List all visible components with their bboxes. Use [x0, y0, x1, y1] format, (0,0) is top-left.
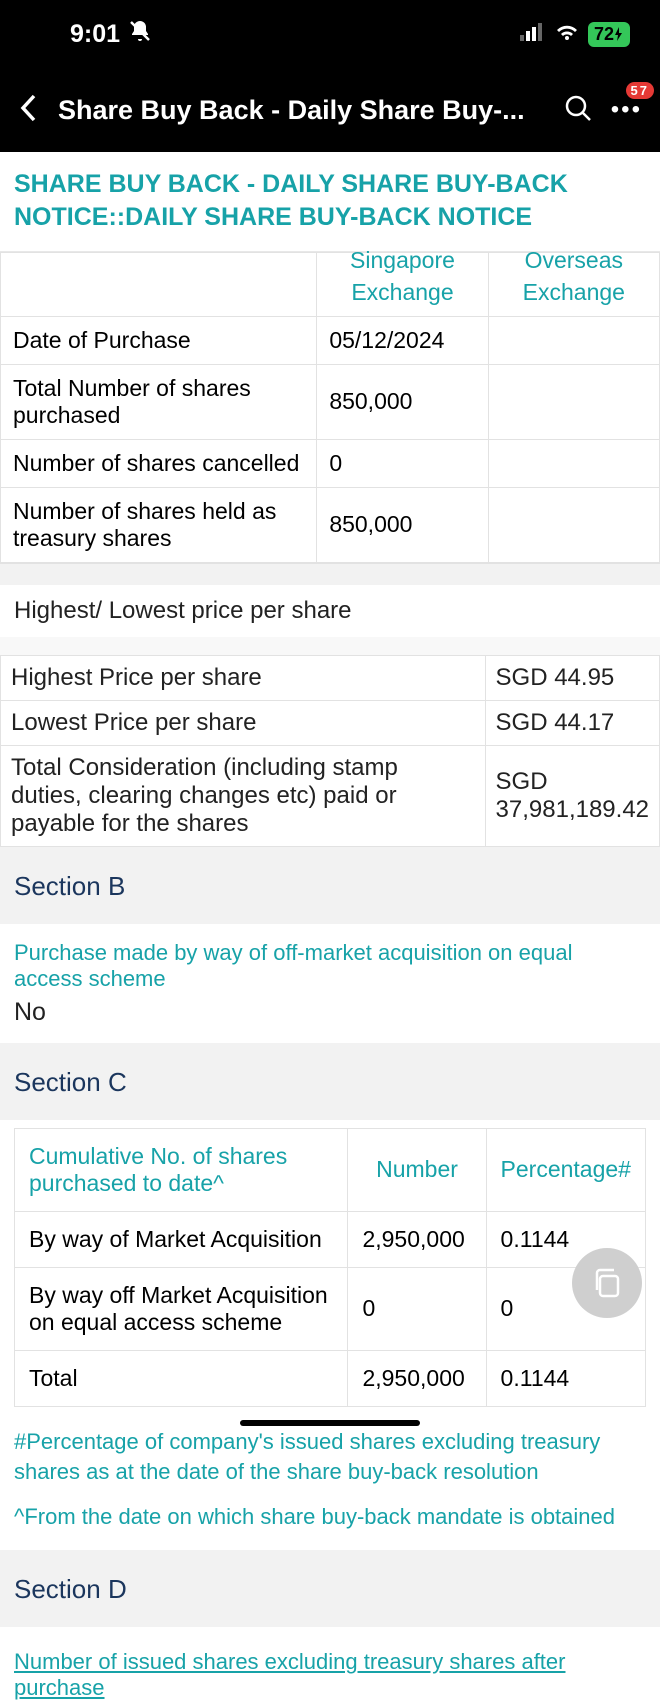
status-bar: 9:01 72	[0, 0, 660, 68]
time-text: 9:01	[70, 20, 120, 49]
table-row: Highest Price per share SGD 44.95	[1, 655, 660, 700]
table-row: By way of Market Acquisition 2,950,000 0…	[15, 1211, 646, 1267]
page-title: SHARE BUY BACK - DAILY SHARE BUY-BACK NO…	[0, 152, 660, 252]
cumulative-header-label: Cumulative No. of shares purchased to da…	[15, 1128, 348, 1211]
section-b-answer: No	[0, 998, 660, 1043]
table-row: Date of Purchase 05/12/2024	[1, 316, 660, 364]
table-row: Number of shares cancelled 0	[1, 439, 660, 487]
cumulative-header-pct: Percentage#	[486, 1128, 645, 1211]
purchase-table: SingaporeExchange OverseasExchange Date …	[0, 252, 660, 563]
table-row: Lowest Price per share SGD 44.17	[1, 700, 660, 745]
table-row: Total 2,950,000 0.1144	[15, 1350, 646, 1406]
nav-title: Share Buy Back - Daily Share Buy-...	[58, 95, 545, 126]
copy-fab[interactable]	[572, 1248, 642, 1318]
battery-indicator: 72	[588, 22, 630, 47]
section-b-title: Section B	[0, 847, 660, 924]
table-row: By way off Market Acquisition on equal a…	[15, 1267, 646, 1350]
price-table: Highest Price per share SGD 44.95 Lowest…	[0, 655, 660, 847]
more-icon[interactable]: ••• 57	[611, 96, 642, 124]
notification-badge: 57	[626, 82, 654, 99]
status-time: 9:01	[70, 19, 152, 50]
table-row: Number of shares held as treasury shares…	[1, 487, 660, 562]
status-right: 72	[520, 22, 630, 47]
section-d-title: Section D	[0, 1550, 660, 1627]
search-icon[interactable]	[563, 93, 593, 128]
section-b-question: Purchase made by way of off-market acqui…	[0, 924, 660, 998]
nav-bar: Share Buy Back - Daily Share Buy-... •••…	[0, 68, 660, 152]
wifi-icon	[554, 22, 580, 47]
table-row: Total Consideration (including stamp dut…	[1, 745, 660, 846]
exchange-header-overseas: OverseasExchange	[488, 253, 659, 317]
section-c-title: Section C	[0, 1043, 660, 1120]
back-icon[interactable]	[18, 93, 40, 128]
footnote-date: ^From the date on which share buy-back m…	[0, 1494, 660, 1550]
content[interactable]: SingaporeExchange OverseasExchange Date …	[0, 252, 660, 1701]
cumulative-header-number: Number	[348, 1128, 486, 1211]
price-section-header: Highest/ Lowest price per share	[0, 585, 660, 637]
battery-pct: 72	[594, 24, 614, 45]
home-indicator[interactable]	[240, 1420, 420, 1426]
table-row: Total Number of shares purchased 850,000	[1, 364, 660, 439]
exchange-header-sg: SingaporeExchange	[317, 253, 488, 317]
signal-icon	[520, 23, 546, 46]
section-d-label: Number of issued shares excluding treasu…	[0, 1627, 660, 1701]
bell-slash-icon	[128, 19, 152, 50]
cumulative-table: Cumulative No. of shares purchased to da…	[14, 1128, 646, 1407]
